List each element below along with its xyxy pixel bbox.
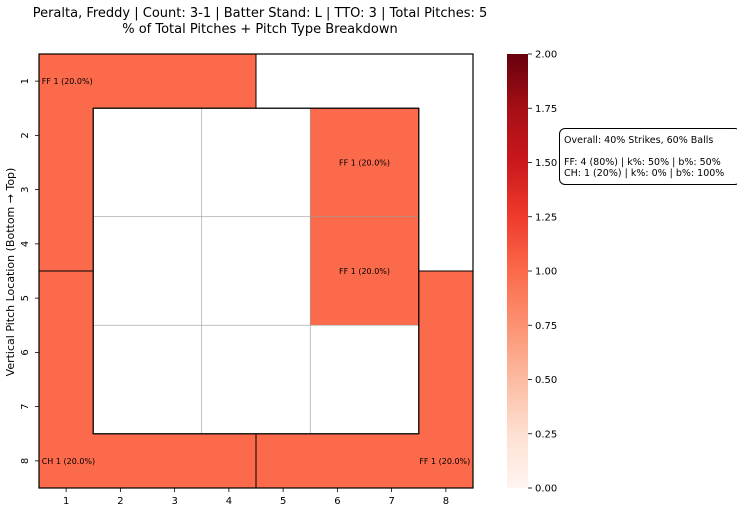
y-tick-label: 5 bbox=[20, 295, 31, 301]
colorbar-tick-label: 0.25 bbox=[535, 429, 557, 440]
chart-subtitle: % of Total Pitches + Pitch Type Breakdow… bbox=[122, 22, 398, 37]
y-tick-label: 3 bbox=[20, 186, 31, 192]
zone-label-outer-bottom-right: FF 1 (20.0%) bbox=[419, 457, 470, 466]
y-axis-label: Vertical Pitch Location (Bottom → Top) bbox=[4, 168, 17, 377]
colorbar: 0.00 0.25 0.50 0.75 1.00 1.25 1.50 1.75 2.00 bbox=[507, 50, 557, 495]
colorbar-tick-label: 0.00 bbox=[535, 484, 557, 495]
y-tick-label: 2 bbox=[20, 132, 31, 138]
colorbar-tick-label: 1.25 bbox=[535, 212, 557, 223]
heatmap-frame bbox=[38, 53, 474, 489]
x-tick-label: 3 bbox=[171, 496, 177, 507]
x-tick-label: 7 bbox=[388, 496, 394, 507]
colorbar-tick-label: 0.75 bbox=[535, 321, 557, 332]
strike-zone-border bbox=[92, 107, 420, 435]
x-tick-label: 2 bbox=[117, 496, 123, 507]
summary-line-ch: CH: 1 (20%) | k%: 0% | b%: 100% bbox=[564, 168, 725, 179]
x-tick-label: 6 bbox=[334, 496, 340, 507]
zone-label-outer-top-left: FF 1 (20.0%) bbox=[42, 77, 93, 86]
zone-cell-inner-r2c2 bbox=[201, 216, 311, 326]
zone-labels: FF 1 (20.0%) CH 1 (20.0%) FF 1 (20.0%) FF 1… bbox=[42, 77, 471, 466]
zone-cell-inner-r1c3 bbox=[309, 107, 420, 218]
x-tick-label: 1 bbox=[63, 496, 69, 507]
zone-label-outer-bottom-left: CH 1 (20.0%) bbox=[42, 457, 95, 466]
zone-cell-inner-r3c1 bbox=[92, 324, 203, 435]
summary-overall: Overall: 40% Strikes, 60% Balls bbox=[564, 135, 714, 146]
chart-title: Peralta, Freddy | Count: 3-1 | Batter St… bbox=[32, 6, 488, 21]
y-tick-label: 6 bbox=[20, 349, 31, 355]
axes: 1 2 3 4 5 6 7 8 1 2 3 4 5 6 7 8 bbox=[20, 78, 449, 507]
zone-cell-inner-r3c2 bbox=[201, 324, 311, 435]
y-tick-label: 4 bbox=[20, 241, 31, 247]
zone-cell-inner-r2c1 bbox=[92, 216, 203, 326]
zone-cell-inner-r1c2 bbox=[201, 107, 311, 218]
colorbar-tick-label: 1.75 bbox=[535, 104, 557, 115]
y-tick-label: 7 bbox=[20, 403, 31, 409]
zone-cell-inner-r1c1 bbox=[92, 107, 203, 218]
zone-label-inner-r2c3: FF 1 (20.0%) bbox=[339, 267, 390, 276]
y-tick-label: 8 bbox=[20, 458, 31, 464]
zone-cell-inner-r3c3 bbox=[309, 324, 420, 435]
colorbar-tick-label: 1.50 bbox=[535, 158, 557, 169]
zone-grid bbox=[38, 53, 474, 489]
x-tick-label: 8 bbox=[443, 496, 449, 507]
x-tick-label: 4 bbox=[226, 496, 232, 507]
colorbar-tick-label: 0.50 bbox=[535, 375, 557, 386]
summary-box: Overall: 40% Strikes, 60% Balls FF: 4 (8… bbox=[559, 128, 737, 185]
zone-layer bbox=[38, 53, 474, 489]
colorbar-tick-label: 2.00 bbox=[535, 50, 557, 61]
summary-line-ff: FF: 4 (80%) | k%: 50% | b%: 50% bbox=[564, 157, 721, 168]
y-tick-label: 1 bbox=[20, 78, 31, 84]
x-tick-label: 5 bbox=[280, 496, 286, 507]
colorbar-gradient bbox=[507, 54, 528, 488]
colorbar-tick-label: 1.00 bbox=[535, 267, 557, 278]
zone-cell-inner-r2c3 bbox=[309, 216, 420, 326]
zone-label-inner-r1c3: FF 1 (20.0%) bbox=[339, 159, 390, 168]
